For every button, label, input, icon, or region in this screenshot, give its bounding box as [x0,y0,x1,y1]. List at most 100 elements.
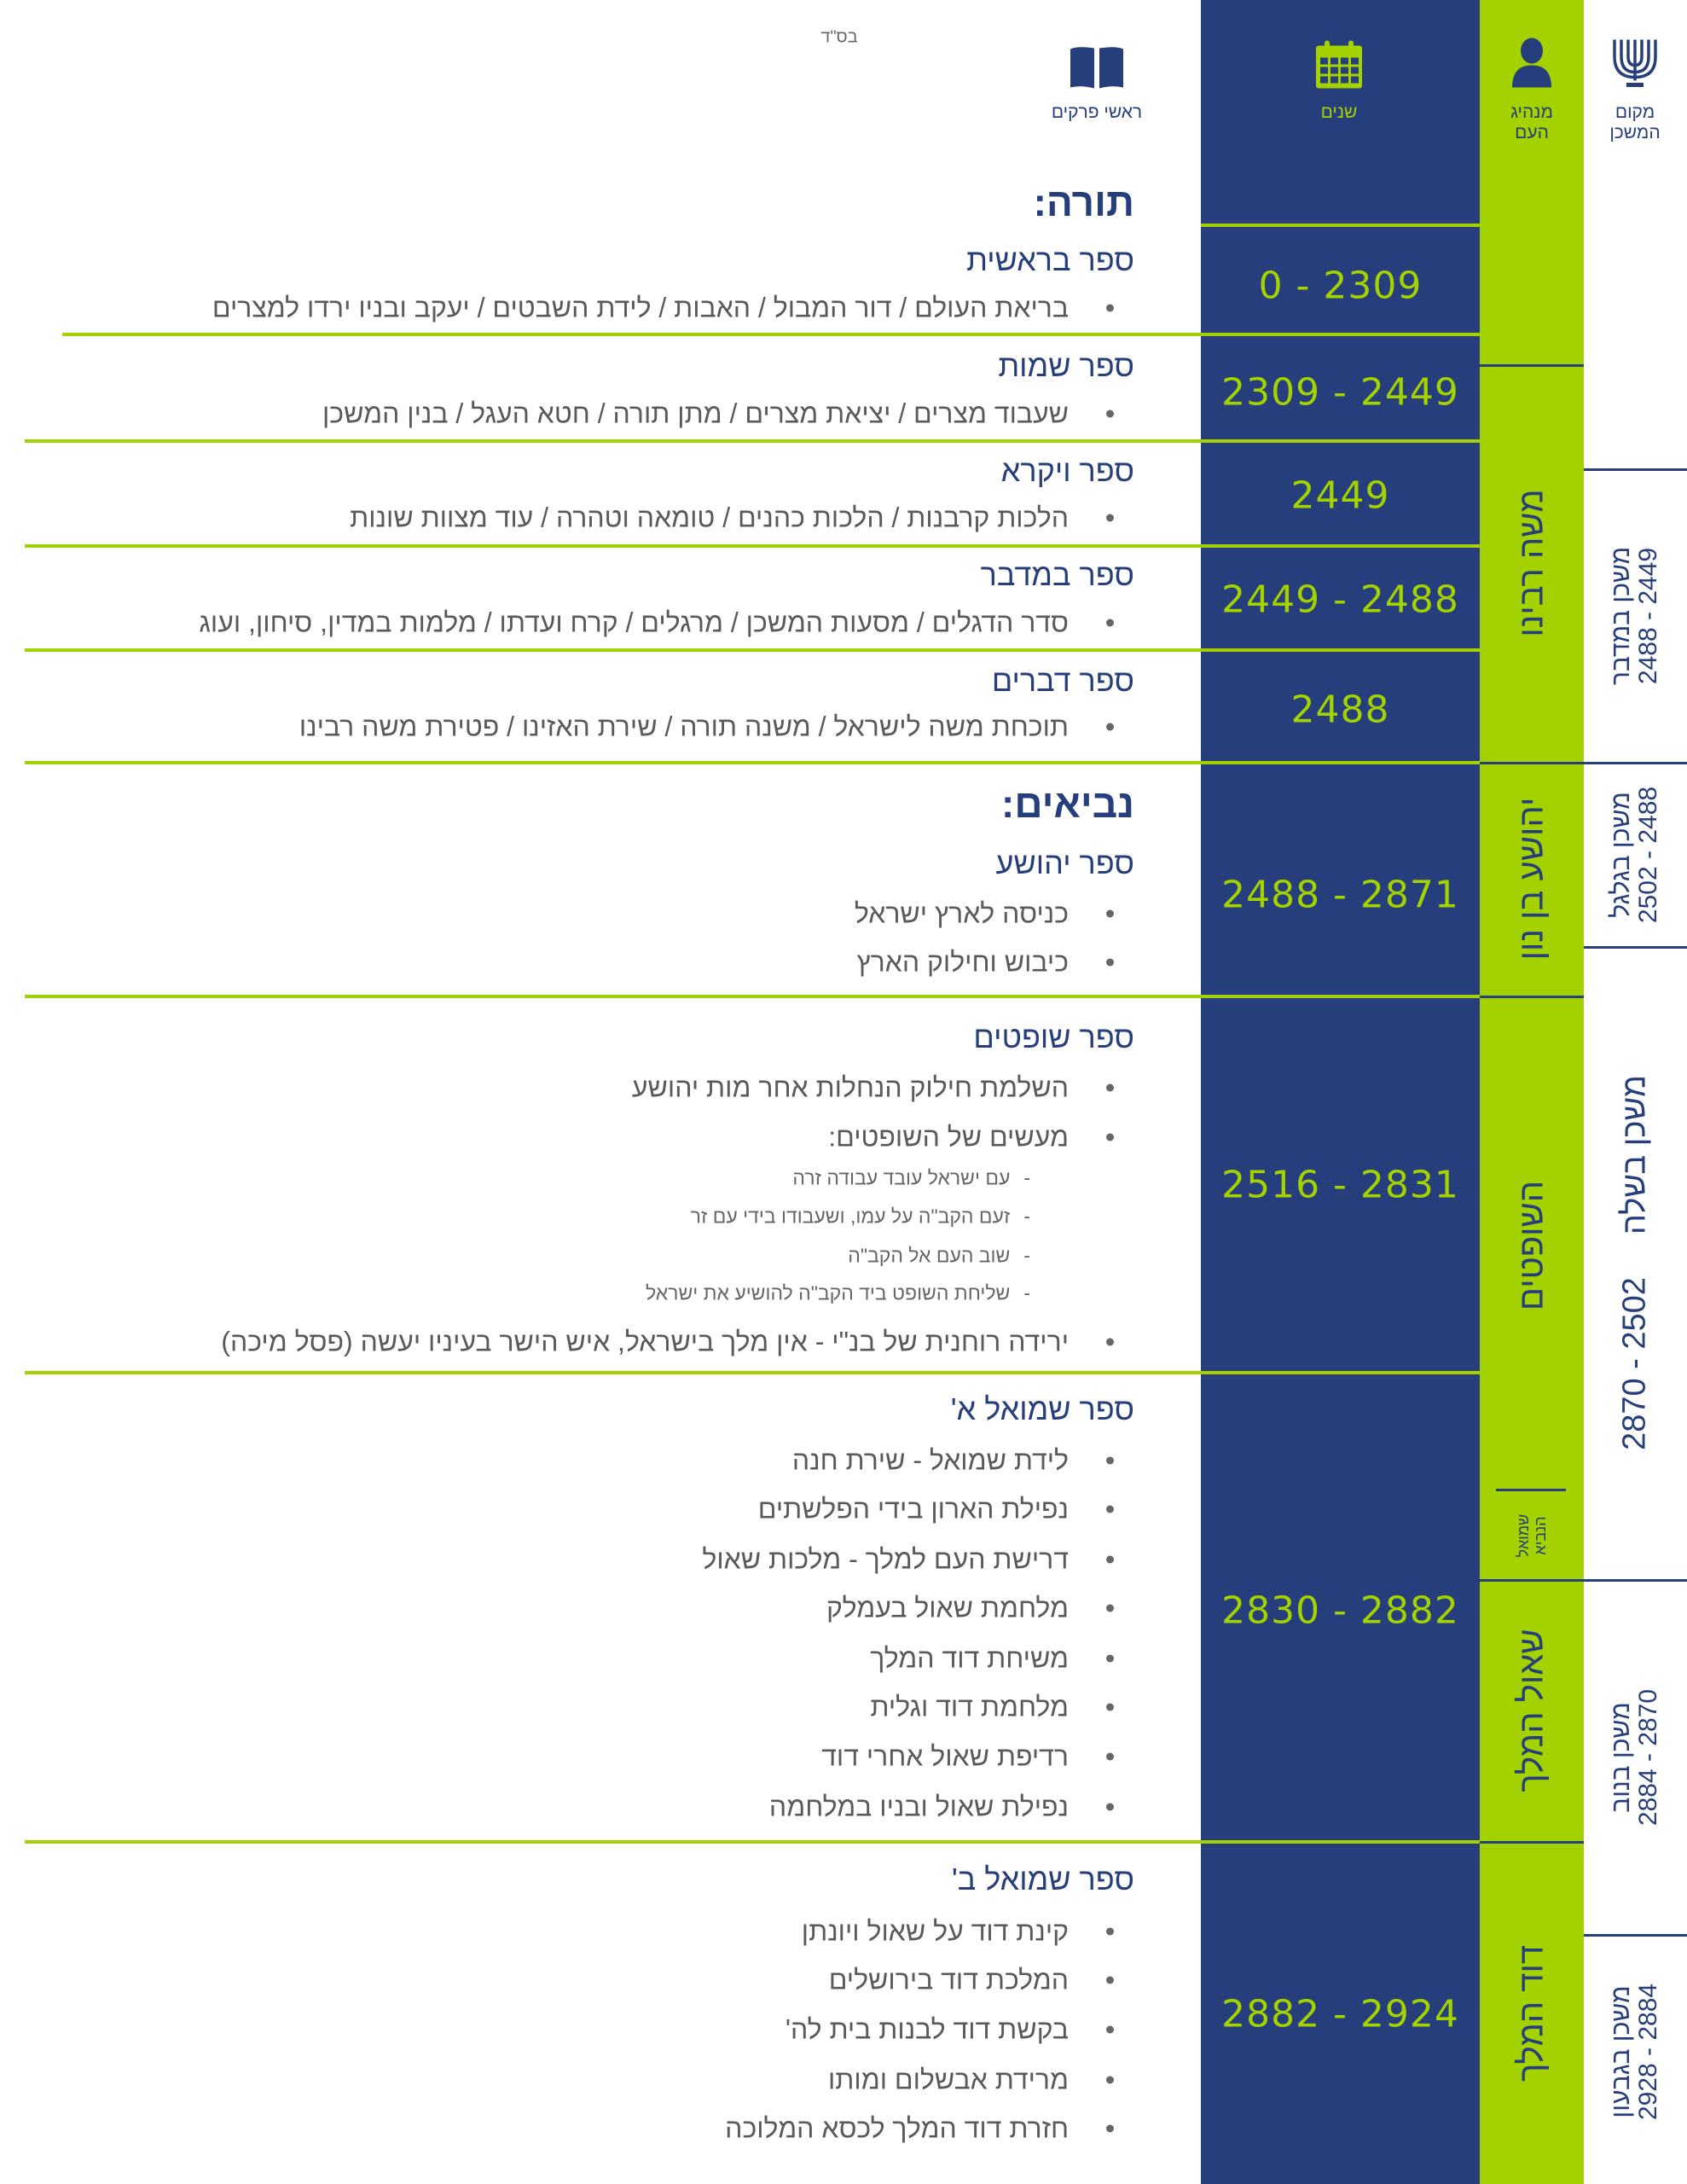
list-item-text: דרישת העם למלך - מלכות שאול [702,1543,1069,1575]
menorah-icon [1609,38,1661,92]
list-item-text: כיבוש וחילוק הארץ [856,946,1069,978]
divider [25,544,1480,548]
list-item: המלכת דוד בירושלים [829,1965,1114,1996]
header-place-line2: המשכן [1609,123,1661,142]
book-title: ספר יהושע [995,845,1134,880]
header-place: מקום המשכן [1609,102,1660,143]
book-title: ספר דברים [991,663,1134,698]
place-name: משכן בגבעון [1607,1985,1635,2118]
list-item-text: כניסה לארץ ישראל [854,897,1069,929]
list-item-text: נפילת הארון בידי הפלשתים [757,1493,1069,1525]
header-years: שנים [1320,102,1358,122]
book-title: ספר שופטים [973,1019,1134,1054]
open-book-icon [1069,46,1125,95]
list-item: נפילת שאול ובניו במלחמה [769,1792,1114,1823]
years-cell: 2449 - 2488 [1221,578,1459,622]
years-column [1201,0,1480,2184]
years-cell: 2488 [1290,688,1390,732]
place-years: 2870 - 2884 [1634,1688,1662,1827]
place-name: משכן במדבר [1607,546,1635,686]
book-title: ספר שמואל א' [950,1391,1134,1426]
place-years: 2884 - 2928 [1634,1983,1662,2121]
list-item-text: לידת שמואל - שירת חנה [791,1444,1069,1476]
list-item-text: שעבוד מצרים / יציאת מצרים / מתן תורה / ח… [322,398,1069,429]
list-item-text: מרידת אבשלום ומותו [827,2064,1069,2095]
list-item: כיבוש וחילוק הארץ [857,947,1114,979]
sub-list-item: - עם ישראל עובד עבודה זרה [792,1166,1030,1189]
list-item: סדר הדגלים / מסעות המשכן / מרגלים / קרח … [199,607,1114,639]
list-item: הלכות קרבנות / הלכות כהנים / טומאה וטהרה… [350,502,1114,534]
list-item-text: ירידה רוחנית של בנ"י - אין מלך בישראל, א… [221,1326,1069,1357]
list-item: חזרת דוד המלך לכסא המלוכה [725,2113,1114,2145]
years-cell: 2882 - 2924 [1221,1992,1459,2036]
book-title: ספר שמואל ב' [951,1862,1134,1896]
divider [25,648,1480,652]
section-title-torah: תורה: [1033,180,1134,224]
divider [25,995,1480,998]
divider [1584,946,1687,949]
list-item: ירידה רוחנית של בנ"י - אין מלך בישראל, א… [221,1327,1114,1358]
list-item-text: המלכת דוד בירושלים [828,1964,1069,1995]
years-cell: 2449 [1290,473,1390,518]
divider [1496,1489,1566,1491]
leader-column [1480,0,1584,2184]
leader-david: דוד המלך [1512,1944,1551,2082]
years-cell: 2516 - 2831 [1221,1163,1459,1207]
list-item-text: בריאת העולם / דור המבול / האבות / לידת ה… [212,292,1069,323]
person-icon [1510,38,1553,92]
place-years: 2449 - 2488 [1634,547,1662,685]
list-item: קינת דוד על שאול ויונתן [802,1916,1114,1948]
list-item-text: מלחמת שאול בעמלק [826,1592,1069,1623]
divider [1584,468,1687,471]
list-item-text: סדר הדגלים / מסעות המשכן / מרגלים / קרח … [199,607,1069,638]
years-cell: 2309 - 2449 [1221,370,1459,415]
book-title: ספר במדבר [980,557,1134,592]
divider [1480,1579,1687,1582]
list-item: מלחמת דוד וגלית [870,1692,1114,1723]
divider [1584,1934,1687,1937]
list-item-text: נפילת שאול ובניו במלחמה [768,1791,1069,1822]
list-item: בריאת העולם / דור המבול / האבות / לידת ה… [212,293,1114,324]
list-item-text: חזרת דוד המלך לכסא המלוכה [725,2112,1069,2144]
list-item: השלמת חילוק הנחלות אחר מות יהושע [632,1072,1114,1104]
years-cell: 0 - 2309 [1258,264,1423,308]
list-item: דרישת העם למלך - מלכות שאול [702,1544,1114,1576]
place-name: משכן בגלגל [1607,792,1635,918]
divider [1480,1841,1584,1844]
list-item: רדיפת שאול אחרי דוד [821,1741,1114,1773]
header-leader-line1: מנהיג [1510,102,1553,122]
calendar-icon [1316,40,1362,93]
list-item-text: בקשת דוד לבנות בית לה' [785,2013,1069,2045]
list-item: מלחמת שאול בעמלק [826,1593,1114,1624]
book-title: ספר בראשית [966,242,1134,277]
leader-yehoshua: יהושע בן נון [1512,797,1551,961]
place-name: משכן בנוב [1607,1702,1635,1813]
leader-shmuel: שמואל הנביא [1515,1514,1549,1558]
list-item-text: תוכחת משה לישראל / משנה תורה / שירת האזי… [299,711,1069,742]
list-item-text: קינת דוד על שאול ויונתן [801,1915,1069,1947]
leader-shmuel-line2: הנביא [1532,1516,1549,1555]
list-item-text: הלכות קרבנות / הלכות כהנים / טומאה וטהרה… [350,502,1069,533]
header-leader: מנהיג העם [1510,102,1553,143]
bsd-mark: בס"ד [820,27,858,47]
sub-list-item-text: עם ישראל עובד עבודה זרה [792,1166,1011,1189]
place-years: 2488 - 2502 [1634,786,1662,924]
list-item: מעשים של השופטים: [828,1122,1114,1153]
divider [1480,762,1687,764]
list-item: לידת שמואל - שירת חנה [792,1445,1114,1477]
divider [25,1371,1480,1374]
list-item: נפילת הארון בידי הפלשתים [758,1494,1114,1525]
list-item: מרידת אבשלום ומותו [828,2065,1114,2096]
list-item-text: משיחת דוד המלך [870,1642,1069,1674]
divider [1480,364,1584,367]
place-nov: משכן בנוב 2870 - 2884 [1607,1688,1662,1827]
header-place-line1: מקום [1615,102,1655,122]
list-item: כניסה לארץ ישראל [855,898,1114,930]
place-years: 2502 - 2870 [1616,1277,1653,1450]
list-item-text: מלחמת דוד וגלית [870,1691,1069,1722]
leader-moshe: משה רבינו [1512,489,1551,637]
book-title: ספר שמות [998,348,1134,383]
place-name: משכן בשלה [1616,1075,1653,1235]
list-item: שעבוד מצרים / יציאת מצרים / מתן תורה / ח… [322,398,1114,430]
leader-shmuel-line1: שמואל [1515,1513,1532,1558]
